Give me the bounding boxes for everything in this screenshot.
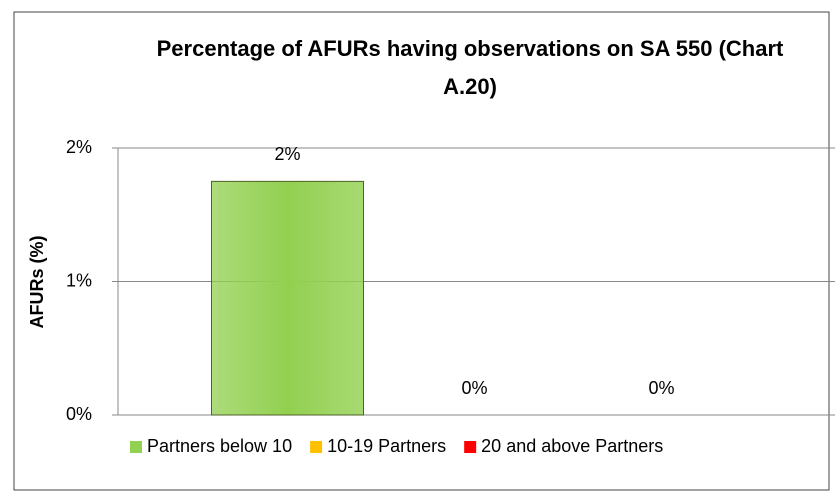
bar [211,180,364,416]
y-tick-label: 2% [66,137,92,157]
legend-label: Partners below 10 [147,436,292,456]
chart-title: Percentage of AFURs having observations … [156,36,784,99]
value-label: 0% [461,378,487,398]
legend-swatch [130,441,142,453]
value-label: 0% [648,378,674,398]
legend-label: 10-19 Partners [327,436,446,456]
legend-swatch [464,441,477,453]
value-label: 2% [274,144,300,164]
chart-border [13,11,830,491]
legend-swatch [310,441,323,453]
y-axis-label: AFURs (%) [27,235,47,328]
legend-label: 20 and above Partners [481,436,663,456]
y-tick-label: 1% [66,270,92,290]
y-tick-label: 0% [66,404,92,424]
